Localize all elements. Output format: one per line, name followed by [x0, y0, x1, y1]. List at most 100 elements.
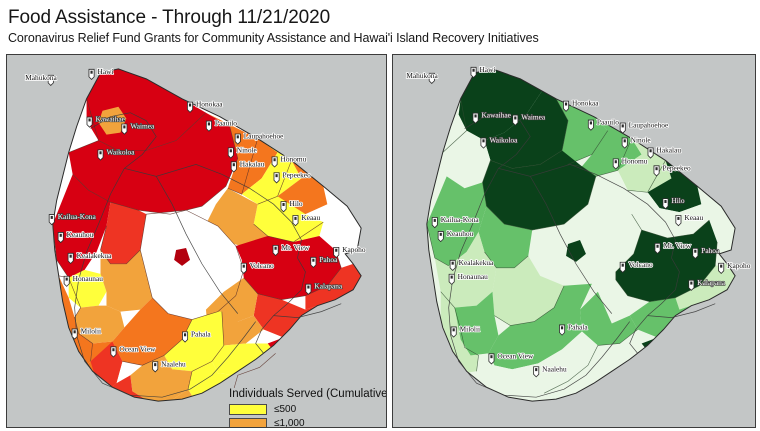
- island-regions-group: [52, 68, 362, 402]
- map-pin-icon: [88, 68, 95, 81]
- map-pin-icon: [187, 101, 194, 113]
- map-pin-icon: [472, 112, 479, 124]
- place-label: Paauilo: [215, 119, 237, 128]
- place-label: Laupahoehoe: [244, 132, 284, 141]
- place-label: Hawi: [98, 67, 114, 76]
- place-label: Kapoho: [727, 261, 751, 270]
- place-label: Milolii: [460, 325, 480, 334]
- legend-swatch: [229, 404, 267, 416]
- map-pin-icon: [449, 259, 456, 272]
- place-label: Kealakekua: [459, 258, 494, 267]
- legend-label: ≤500: [274, 404, 297, 416]
- map-pin-icon: [110, 346, 117, 358]
- place-label: Mt. View: [664, 241, 692, 250]
- map-pin-icon: [152, 361, 159, 373]
- map-pin-icon: [647, 147, 654, 159]
- legend-row[interactable]: ≤500: [229, 403, 386, 416]
- map-pin-icon: [653, 165, 660, 177]
- map-pin-icon: [563, 100, 570, 112]
- map-pin-icon: [488, 353, 495, 365]
- place-label: Laupahoehoe: [629, 121, 669, 130]
- map-pin-icon: [57, 232, 64, 244]
- place-label: Hakalau: [240, 159, 265, 168]
- place-label: Hakalau: [657, 145, 682, 154]
- legend-rows: ≤500≤1,000≤5,000≤10,000≤25,000: [229, 403, 386, 428]
- map-pin-icon: [480, 137, 487, 149]
- map-pin-icon: [587, 119, 594, 131]
- place-label: Keauhou: [67, 230, 94, 239]
- map-pin-icon: [310, 256, 317, 269]
- map-pin-icon: [512, 114, 519, 126]
- map-pin-icon: [272, 244, 279, 257]
- map-pin-icon: [86, 116, 93, 128]
- legend-label: ≤1,000: [274, 417, 305, 428]
- map-pin-icon: [428, 72, 435, 85]
- place-label: Kalapana: [314, 282, 343, 291]
- place-label: Paauilo: [597, 118, 619, 127]
- header: Food Assistance - Through 11/21/2020 Cor…: [0, 0, 760, 52]
- map-pin-icon: [205, 120, 212, 132]
- place-label: Honaunau: [73, 274, 104, 283]
- individuals-served-map-panel[interactable]: Mahukona Hawi Kawaihae Waimea Waikoloa Honoka…: [6, 54, 387, 428]
- place-label: Hilo: [671, 196, 684, 205]
- place-label: Pepeekeo: [283, 170, 312, 179]
- place-label: Waikoloa: [106, 147, 135, 156]
- individuals-served-legend: Individuals Served (Cumulative) ≤500 ≤1,0…: [229, 388, 387, 428]
- island-regions-group: [426, 68, 736, 402]
- map-pin-icon: [305, 283, 312, 295]
- place-label: Keaau: [301, 213, 320, 222]
- page-subtitle: Coronavirus Relief Fund Grants for Commu…: [8, 31, 539, 45]
- map-pin-icon: [718, 262, 725, 274]
- place-label: Mahukona: [406, 71, 438, 80]
- place-label: Kealakekua: [77, 251, 112, 260]
- map-pin-icon: [431, 217, 438, 229]
- legend-row[interactable]: ≤1,000: [229, 416, 386, 428]
- map-pin-icon: [63, 275, 70, 287]
- map-pin-icon: [227, 147, 234, 159]
- place-label: Pahoa: [701, 246, 720, 255]
- legend-swatch: [229, 417, 267, 427]
- map-pin-icon: [662, 198, 669, 210]
- place-label: Naalehu: [161, 359, 186, 368]
- map-pin-icon: [292, 215, 299, 227]
- place-label: Pahoa: [319, 255, 338, 264]
- place-label: Pepeekeo: [663, 163, 691, 172]
- map-pin-icon: [654, 242, 661, 255]
- local-food-produced-map-panel[interactable]: Mahukona Hawi Kawaihae Waimea Waikoloa Honoka…: [392, 54, 756, 428]
- place-label: Kailua-Kona: [58, 212, 97, 221]
- place-label: Honaunau: [458, 272, 489, 281]
- map-pin-icon: [448, 273, 455, 285]
- place-label: Keauhou: [447, 229, 474, 238]
- map-pin-icon: [675, 215, 682, 227]
- place-labels-right: Mahukona Hawi Kawaihae Waimea Waikoloa Honoka…: [406, 64, 752, 378]
- place-label: Kawaihae: [96, 115, 126, 124]
- place-label: Ocean View: [119, 344, 156, 353]
- map-pin-icon: [71, 328, 78, 340]
- place-labels-left: Mahukona Hawi Kawaihae Waimea Waikoloa Honoka…: [24, 66, 367, 373]
- district-boundaries: [52, 98, 342, 390]
- place-label: Waikoloa: [489, 136, 518, 145]
- map-pin-icon: [234, 133, 241, 145]
- place-label: Ocean View: [497, 351, 534, 360]
- map-pin-icon: [621, 137, 628, 149]
- place-label: Waimea: [130, 122, 155, 131]
- page-title: Food Assistance - Through 11/21/2020: [8, 7, 331, 28]
- roads: [448, 112, 716, 398]
- place-label: Honokaa: [572, 99, 599, 108]
- map-pin-icon: [688, 279, 695, 291]
- place-label: Kalapana: [697, 278, 725, 287]
- map-pin-icon: [271, 156, 278, 168]
- place-label: Volcano: [629, 260, 653, 269]
- footer-strip: [0, 429, 760, 431]
- map-pin-icon: [533, 366, 540, 378]
- place-label: Mt. View: [282, 243, 310, 252]
- legend-title: Individuals Served (Cumulative): [229, 388, 387, 400]
- local-food-produced-map-svg: Mahukona Hawi Kawaihae Waimea Waikoloa Honoka…: [406, 64, 752, 402]
- place-label: Ninole: [237, 145, 258, 154]
- map-pin-icon: [333, 246, 340, 259]
- map-pin-icon: [47, 74, 54, 86]
- place-label: Ninole: [631, 136, 651, 145]
- place-label: Hilo: [290, 199, 303, 208]
- map-pin-icon: [692, 247, 699, 260]
- place-label: Kawaihae: [482, 111, 511, 120]
